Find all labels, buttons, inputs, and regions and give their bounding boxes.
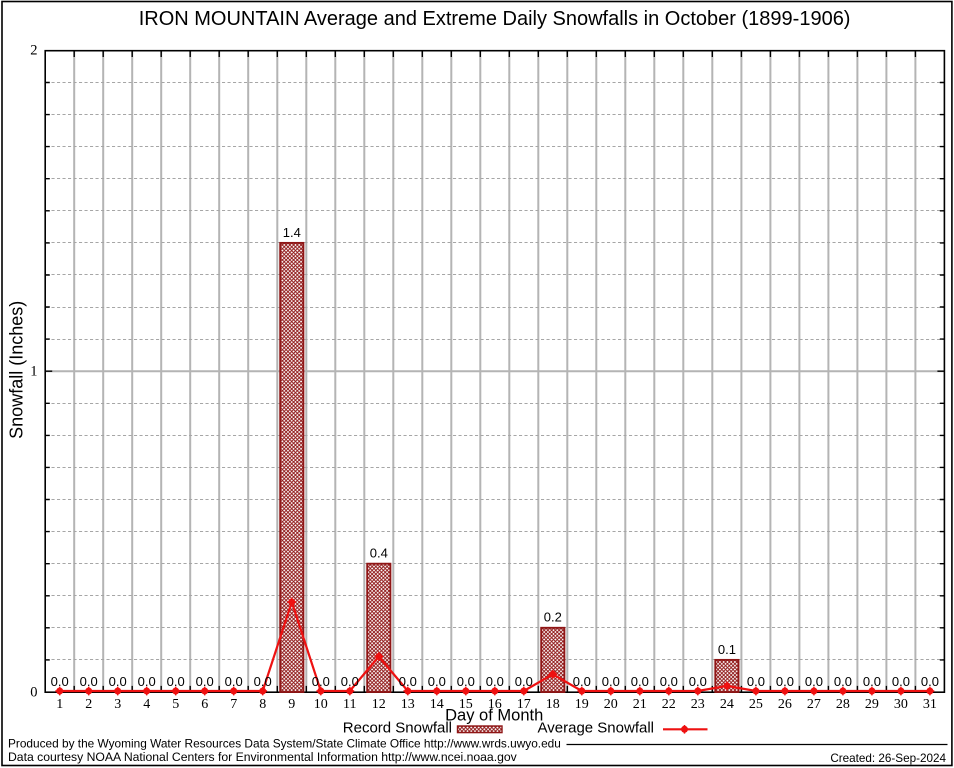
svg-text:9: 9 bbox=[288, 697, 295, 712]
svg-text:Created: 26-Sep-2024: Created: 26-Sep-2024 bbox=[830, 752, 946, 765]
svg-text:12: 12 bbox=[372, 697, 386, 712]
svg-text:0.0: 0.0 bbox=[109, 674, 127, 689]
svg-text:16: 16 bbox=[488, 697, 502, 712]
svg-text:0.0: 0.0 bbox=[892, 674, 910, 689]
svg-text:0.0: 0.0 bbox=[863, 674, 881, 689]
svg-text:17: 17 bbox=[517, 697, 531, 712]
svg-text:Average Snowfall: Average Snowfall bbox=[538, 720, 654, 737]
svg-text:0.4: 0.4 bbox=[370, 546, 388, 561]
svg-text:1: 1 bbox=[56, 697, 63, 712]
svg-text:0.0: 0.0 bbox=[689, 674, 707, 689]
svg-text:0.0: 0.0 bbox=[747, 674, 765, 689]
svg-text:Day of Month: Day of Month bbox=[445, 706, 543, 724]
svg-text:20: 20 bbox=[604, 697, 618, 712]
svg-text:1: 1 bbox=[30, 364, 37, 380]
svg-text:28: 28 bbox=[836, 697, 850, 712]
svg-text:13: 13 bbox=[401, 697, 415, 712]
svg-text:0.0: 0.0 bbox=[631, 674, 649, 689]
svg-text:24: 24 bbox=[720, 697, 734, 712]
svg-text:0.0: 0.0 bbox=[51, 674, 69, 689]
svg-text:19: 19 bbox=[575, 697, 589, 712]
svg-text:31: 31 bbox=[923, 697, 937, 712]
svg-text:14: 14 bbox=[430, 697, 444, 712]
svg-text:7: 7 bbox=[230, 697, 237, 712]
svg-text:0.0: 0.0 bbox=[660, 674, 678, 689]
svg-text:25: 25 bbox=[749, 697, 763, 712]
svg-text:0.0: 0.0 bbox=[515, 674, 533, 689]
svg-text:1.4: 1.4 bbox=[283, 225, 301, 240]
svg-text:2: 2 bbox=[30, 43, 37, 59]
svg-text:18: 18 bbox=[546, 697, 560, 712]
svg-text:22: 22 bbox=[662, 697, 676, 712]
svg-text:IRON MOUNTAIN Average and Extr: IRON MOUNTAIN Average and Extreme Daily … bbox=[139, 8, 851, 30]
svg-text:5: 5 bbox=[172, 697, 179, 712]
svg-text:0.0: 0.0 bbox=[312, 674, 330, 689]
svg-text:Snowfall (Inches): Snowfall (Inches) bbox=[6, 301, 26, 439]
svg-text:0.0: 0.0 bbox=[921, 674, 939, 689]
svg-text:29: 29 bbox=[865, 697, 879, 712]
svg-text:0.0: 0.0 bbox=[225, 674, 243, 689]
svg-text:Produced by the Wyoming Water: Produced by the Wyoming Water Resources … bbox=[8, 737, 561, 751]
svg-text:Record Snowfall: Record Snowfall bbox=[343, 720, 452, 737]
svg-text:27: 27 bbox=[807, 697, 821, 712]
svg-text:0.0: 0.0 bbox=[254, 674, 272, 689]
svg-text:11: 11 bbox=[343, 697, 356, 712]
svg-text:23: 23 bbox=[691, 697, 705, 712]
svg-text:0.0: 0.0 bbox=[138, 674, 156, 689]
svg-text:4: 4 bbox=[143, 697, 150, 712]
svg-text:Data courtesy NOAA National Ce: Data courtesy NOAA National Centers for … bbox=[8, 750, 518, 764]
svg-text:21: 21 bbox=[633, 697, 647, 712]
svg-text:0.0: 0.0 bbox=[196, 674, 214, 689]
svg-text:0.0: 0.0 bbox=[167, 674, 185, 689]
svg-text:30: 30 bbox=[894, 697, 908, 712]
svg-text:0.1: 0.1 bbox=[718, 642, 736, 657]
svg-text:0: 0 bbox=[30, 684, 37, 700]
svg-text:0.0: 0.0 bbox=[602, 674, 620, 689]
svg-text:0.2: 0.2 bbox=[544, 610, 562, 625]
svg-text:0.0: 0.0 bbox=[341, 674, 359, 689]
svg-text:0.0: 0.0 bbox=[776, 674, 794, 689]
svg-text:0.0: 0.0 bbox=[573, 674, 591, 689]
svg-text:0.0: 0.0 bbox=[80, 674, 98, 689]
svg-text:8: 8 bbox=[259, 697, 266, 712]
svg-text:0.0: 0.0 bbox=[834, 674, 852, 689]
svg-text:6: 6 bbox=[201, 697, 208, 712]
svg-text:10: 10 bbox=[314, 697, 328, 712]
svg-text:0.0: 0.0 bbox=[486, 674, 504, 689]
svg-text:15: 15 bbox=[459, 697, 473, 712]
svg-text:2: 2 bbox=[85, 697, 92, 712]
svg-text:0.0: 0.0 bbox=[805, 674, 823, 689]
svg-text:0.0: 0.0 bbox=[428, 674, 446, 689]
svg-text:3: 3 bbox=[114, 697, 121, 712]
svg-text:26: 26 bbox=[778, 697, 792, 712]
svg-text:0.0: 0.0 bbox=[457, 674, 475, 689]
svg-text:0.0: 0.0 bbox=[399, 674, 417, 689]
